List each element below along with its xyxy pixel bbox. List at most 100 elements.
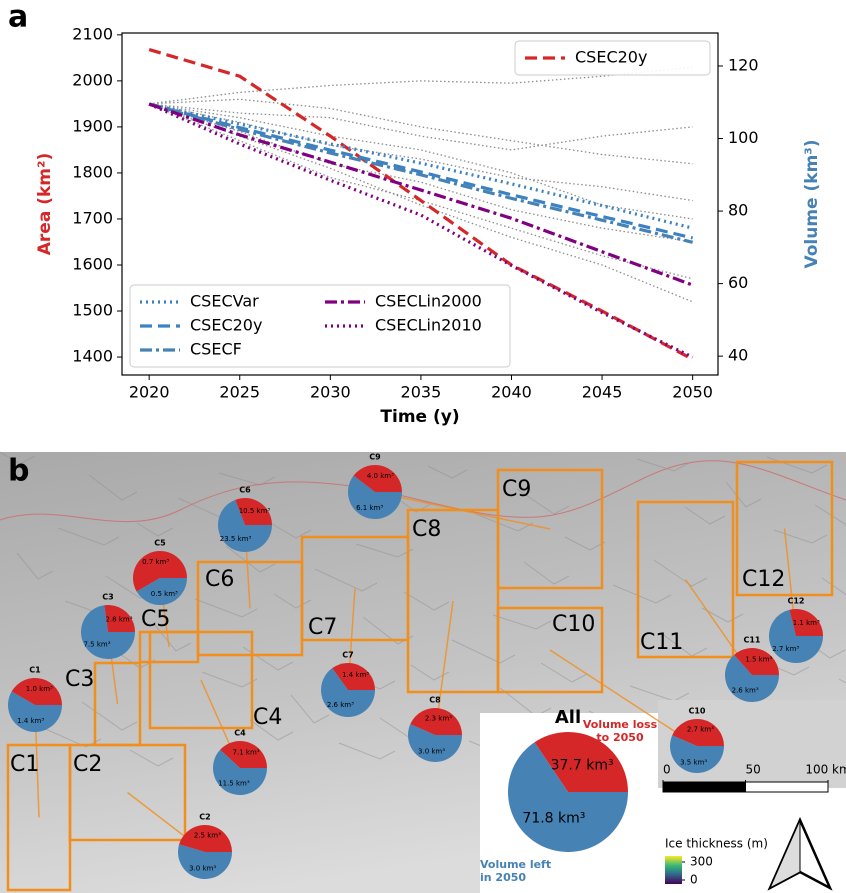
relief (194, 598, 258, 618)
cluster-box (735, 460, 834, 597)
cluster-label: C11 (640, 630, 683, 655)
border (0, 460, 846, 523)
cluster-box (406, 508, 500, 694)
pie-value-label: 2.6 km³ (327, 701, 354, 709)
relief (684, 506, 726, 525)
cluster-box (148, 630, 254, 730)
relief (129, 749, 174, 767)
pie-slice (672, 719, 724, 746)
cluster-label: C10 (552, 612, 595, 637)
pie-slice (353, 465, 402, 492)
pie-title: C5 (154, 539, 166, 548)
pie-value-label: 11.5 km³ (218, 780, 250, 788)
legend-label: CSECLin2010 (375, 316, 482, 335)
colorbar (665, 856, 682, 884)
y-tick-label: 1400 (72, 347, 113, 366)
ensemble-line (149, 103, 693, 151)
cluster-arrow (549, 649, 698, 747)
x-tick-label: 2035 (401, 383, 442, 402)
pie-value-label: 6.1 km³ (356, 504, 383, 512)
relief (290, 694, 330, 724)
cluster-box (496, 468, 604, 590)
pie-slice (725, 654, 779, 702)
plot-frame (121, 32, 719, 376)
pie-slice (408, 724, 462, 762)
relief (725, 481, 762, 508)
relief (403, 591, 450, 611)
pie-value-label: 3.0 km³ (189, 865, 216, 873)
pie-title: C7 (342, 651, 353, 660)
relief (249, 719, 294, 741)
pie-title: C2 (199, 813, 210, 822)
pie-value-label: 71.8 km³ (522, 810, 585, 826)
y2-tick-label: 60 (728, 273, 748, 292)
pie-value-label: 0.5 km³ (151, 590, 178, 598)
relief (218, 472, 276, 486)
pie-value-label: 3.5 km³ (680, 758, 707, 766)
x-tick-label: 2020 (129, 383, 170, 402)
cluster-label: C6 (205, 567, 234, 592)
relief (88, 474, 138, 501)
pie-value-label: 2.7 km³ (772, 645, 799, 653)
pie-value-label: 0.7 km³ (142, 558, 169, 566)
panel-label: b (8, 454, 29, 489)
relief (314, 568, 378, 592)
series-line (148, 102, 694, 359)
y2-tick-label: 100 (728, 128, 759, 147)
relief (451, 639, 516, 664)
north-arrow-half (768, 819, 801, 890)
colorbar-label: 0 (690, 873, 698, 887)
series-name-text: Volume left in 2050 (480, 858, 552, 884)
x-tick-label: 2045 (582, 383, 623, 402)
x-tick-label: 2050 (672, 383, 713, 402)
cluster-label: C1 (10, 752, 39, 777)
y-tick-label: 2000 (72, 70, 113, 89)
pie-slice (133, 551, 187, 592)
pie-slice (220, 741, 267, 768)
pie-value-label: 2.3 km³ (425, 715, 452, 723)
pie-value-label: 7.5 km³ (83, 641, 110, 649)
pie-slice (507, 742, 628, 853)
pie-title: C10 (688, 707, 705, 716)
cluster-label: C9 (502, 477, 531, 502)
pie-value-label: 10.5 km³ (239, 507, 271, 515)
x-axis-label: Time (y) (380, 407, 459, 427)
pie-slice (332, 663, 375, 690)
pie-value-label: 2.6 km³ (732, 686, 759, 694)
pie-value-label: 4.0 km³ (367, 472, 394, 480)
series-line (148, 102, 694, 240)
ensemble-line (149, 66, 693, 105)
relief (492, 614, 552, 630)
y2-tick-label: 80 (728, 201, 748, 220)
pie-slice (80, 605, 135, 659)
series-line (148, 102, 694, 244)
cluster-label: C2 (73, 752, 102, 777)
relief (773, 529, 828, 544)
pie-slice (177, 844, 232, 880)
pie-slice (734, 648, 779, 675)
cluster-label: C3 (65, 667, 94, 692)
pie-slice (213, 749, 267, 796)
pie-value-label: 1.5 km³ (745, 656, 772, 664)
pie-slice (179, 825, 232, 852)
pie-title: C6 (239, 486, 251, 495)
pie-value-label: 1.1 km³ (793, 619, 820, 627)
legend-label: CSEC20y (575, 48, 647, 67)
relief (636, 458, 690, 472)
pie-value-label: 1.0 km³ (26, 685, 53, 693)
legend-box (129, 284, 511, 368)
relief (612, 584, 672, 604)
ensemble-line (149, 103, 693, 220)
pie-title: C12 (787, 597, 804, 606)
colorbar-title: Ice thickness (m) (665, 837, 768, 851)
pie-title: All (555, 707, 581, 728)
series-name: Volume left in 2050 (480, 858, 552, 884)
relief (653, 559, 708, 587)
relief (475, 513, 534, 532)
relief (564, 536, 606, 551)
x-tick-label: 2040 (491, 383, 532, 402)
series-line (148, 102, 694, 287)
cluster-label: C7 (308, 615, 337, 640)
